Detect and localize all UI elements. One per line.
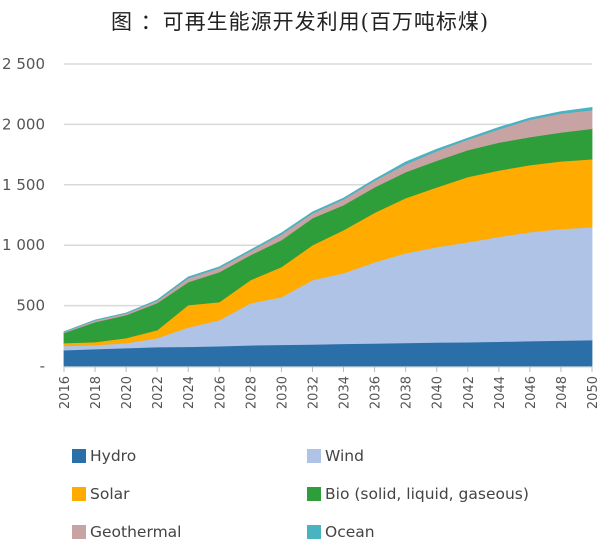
legend-swatch-ocean xyxy=(307,525,321,539)
x-tick-label: 2028 xyxy=(244,376,259,409)
x-tick-label: 2044 xyxy=(493,376,508,409)
stacked-areas xyxy=(63,107,593,367)
legend-item-geothermal: Geothermal xyxy=(72,523,181,541)
x-tick-label: 2026 xyxy=(213,376,228,409)
legend-swatch-solar xyxy=(72,487,86,501)
x-tick-label: 2032 xyxy=(306,376,321,409)
legend-item-hydro: Hydro xyxy=(72,447,136,465)
legend-label-wind: Wind xyxy=(325,447,364,465)
x-tick-label: 2022 xyxy=(151,376,166,409)
y-tick-label: 1 000 xyxy=(2,236,45,254)
x-tick-label: 2050 xyxy=(586,376,600,409)
x-tick-label: 2046 xyxy=(524,376,539,409)
legend-item-solar: Solar xyxy=(72,485,130,503)
area-ocean xyxy=(63,107,593,333)
x-tick-label: 2036 xyxy=(369,376,384,409)
legend-label-solar: Solar xyxy=(90,485,130,503)
legend-item-ocean: Ocean xyxy=(307,523,375,541)
legend-label-hydro: Hydro xyxy=(90,447,137,465)
y-axis-ticks: - 500 1 000 1 500 2 000 2 500 xyxy=(2,55,45,375)
y-tick-label: 1 500 xyxy=(2,176,45,194)
legend-swatch-bio xyxy=(307,487,321,501)
legend-item-bio: Bio (solid, liquid, gaseous) xyxy=(307,485,529,503)
legend: Hydro Wind Solar Bio (solid, liquid, gas… xyxy=(0,440,600,545)
legend-label-bio: Bio (solid, liquid, gaseous) xyxy=(325,485,529,503)
legend-swatch-hydro xyxy=(72,449,86,463)
y-tick-label: 500 xyxy=(16,297,45,315)
y-tick-label: - xyxy=(40,357,45,375)
x-axis-ticks: 2016 2018 2020 2022 2024 2026 2028 2030 2032 2034… xyxy=(58,366,600,409)
x-tick-label: 2038 xyxy=(400,376,415,409)
y-tick-label: 2 500 xyxy=(2,55,45,73)
x-tick-label: 2040 xyxy=(431,376,446,409)
legend-swatch-wind xyxy=(307,449,321,463)
x-tick-label: 2030 xyxy=(275,376,290,409)
legend-swatch-geothermal xyxy=(72,525,86,539)
chart-plot: - 500 1 000 1 500 2 000 2 500 2016 2018 2020 202… xyxy=(2,55,600,409)
x-tick-label: 2016 xyxy=(58,376,73,409)
x-tick-label: 2024 xyxy=(182,376,197,409)
x-tick-label: 2048 xyxy=(555,376,570,409)
legend-label-ocean: Ocean xyxy=(325,523,375,541)
legend-label-geothermal: Geothermal xyxy=(90,523,182,541)
x-tick-label: 2020 xyxy=(120,376,135,409)
legend-item-wind: Wind xyxy=(307,447,364,465)
x-tick-label: 2034 xyxy=(338,376,353,409)
x-tick-label: 2042 xyxy=(462,376,477,409)
y-tick-label: 2 000 xyxy=(2,115,45,133)
x-tick-label: 2018 xyxy=(89,376,104,409)
chart-title: 图 ：可再生能源开发利用(百万吨标煤) xyxy=(110,10,490,34)
